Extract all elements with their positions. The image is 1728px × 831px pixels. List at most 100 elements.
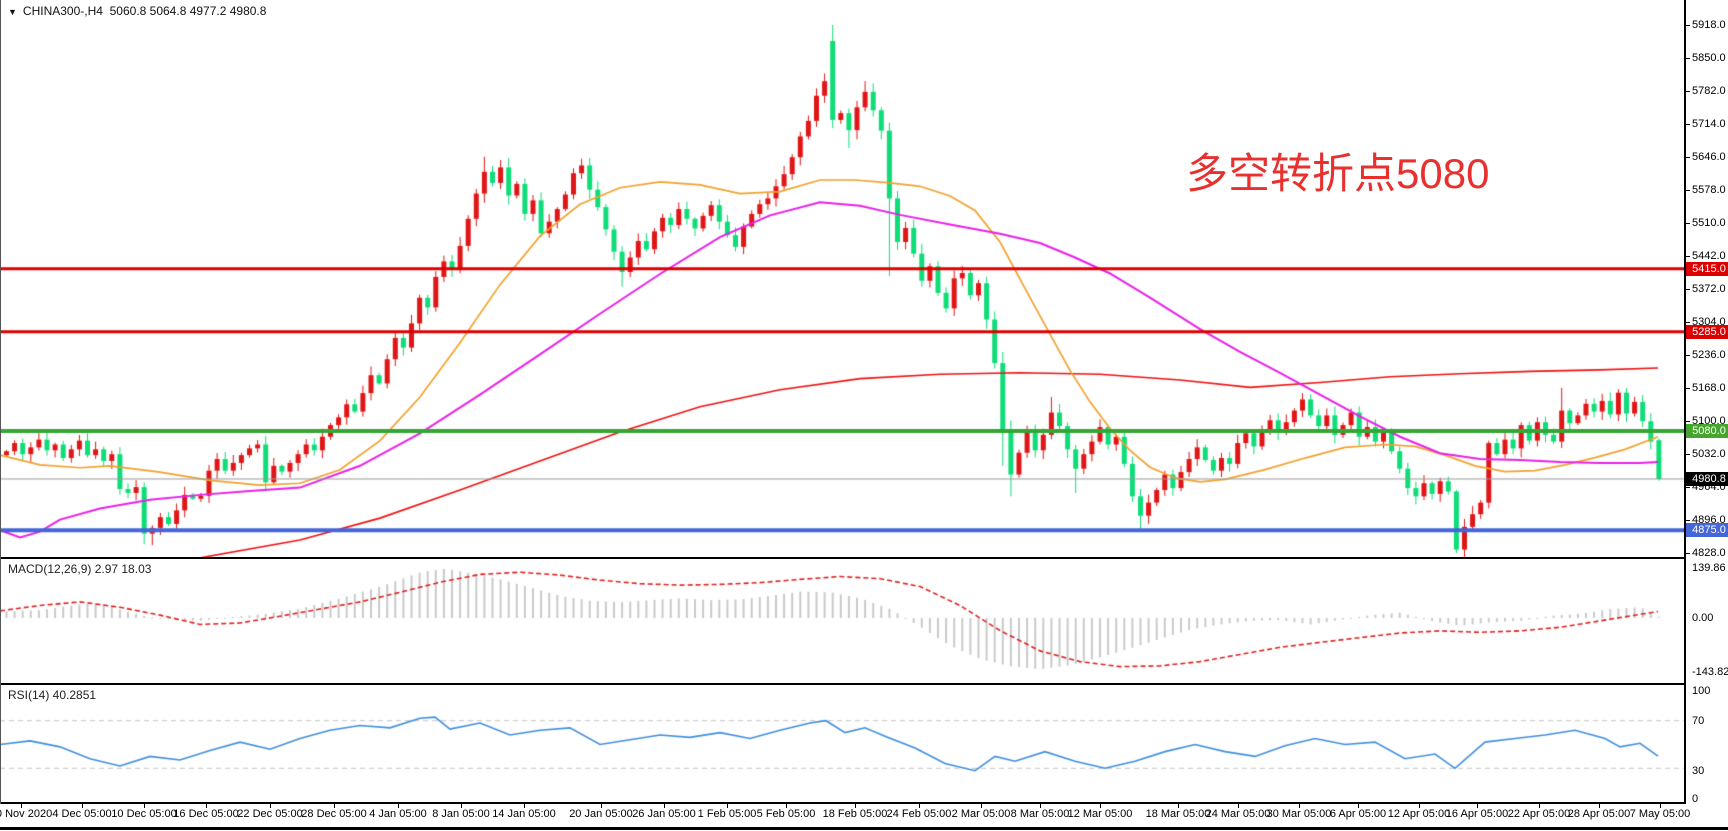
price-tick-mark xyxy=(1684,388,1690,390)
date-tick-mark xyxy=(270,804,271,808)
price-tick-label: 5578.0 xyxy=(1692,183,1726,196)
price-tag: 4980.8 xyxy=(1686,471,1728,486)
price-tick-mark xyxy=(1684,421,1690,423)
date-label: 20 Jan 05:00 xyxy=(569,808,633,820)
window-left-border xyxy=(0,0,1,804)
price-tag: 5415.0 xyxy=(1686,261,1728,276)
date-tick-mark xyxy=(1419,804,1420,808)
panel-divider[interactable] xyxy=(0,683,1686,685)
rsi-indicator-label: RSI(14) 40.2851 xyxy=(8,688,97,702)
date-tick-mark xyxy=(144,804,145,808)
date-tick-mark xyxy=(664,804,665,808)
price-tick-label: 5236.0 xyxy=(1692,349,1726,362)
date-label: 10 Dec 05:00 xyxy=(111,808,177,820)
price-tick-label: 5168.0 xyxy=(1692,382,1726,395)
date-tick-mark xyxy=(1599,804,1600,808)
macd-panel-canvas[interactable] xyxy=(0,559,1686,683)
date-tick-mark xyxy=(1477,804,1478,808)
date-tick-mark xyxy=(981,804,982,808)
date-tick-mark xyxy=(206,804,207,808)
price-tick-mark xyxy=(1684,255,1690,257)
date-label: 1 Feb 05:00 xyxy=(697,808,757,820)
date-label: 30 Mar 05:00 xyxy=(1266,808,1332,820)
price-tick-mark xyxy=(1684,322,1690,324)
date-tick-mark xyxy=(601,804,602,808)
price-tick-mark xyxy=(1684,57,1690,59)
rsi-panel-canvas[interactable] xyxy=(0,685,1686,802)
main-chart-canvas[interactable] xyxy=(0,0,1686,557)
date-tick-mark xyxy=(1660,804,1661,808)
price-tag: 5080.0 xyxy=(1686,423,1728,438)
price-tick-label: 5782.0 xyxy=(1692,84,1726,97)
date-label: 12 Mar 05:00 xyxy=(1067,808,1133,820)
date-tick-mark xyxy=(524,804,525,808)
price-tag: 5285.0 xyxy=(1686,324,1728,339)
price-tick-label: 4828.0 xyxy=(1692,547,1726,559)
annotation-text: 多空转折点5080 xyxy=(1186,150,1490,197)
price-tick-mark xyxy=(1684,289,1690,291)
price-tick-mark xyxy=(1684,123,1690,125)
date-tick-mark xyxy=(919,804,920,808)
price-axis-divider xyxy=(1684,0,1686,804)
price-tick-label: 5646.0 xyxy=(1692,150,1726,163)
price-tick-label: 5032.0 xyxy=(1692,448,1726,461)
date-label: 6 Apr 05:00 xyxy=(1329,808,1387,820)
rsi-tick-label: 0 xyxy=(1692,793,1699,805)
date-tick-mark xyxy=(1299,804,1300,808)
panel-divider[interactable] xyxy=(0,557,1686,559)
price-tick-mark xyxy=(1684,487,1690,489)
rsi-tick-label: 100 xyxy=(1692,685,1711,697)
price-tick-mark xyxy=(1684,189,1690,191)
date-label: 8 Jan 05:00 xyxy=(432,808,490,820)
price-tag: 4875.0 xyxy=(1686,523,1728,538)
price-tick-label: 5714.0 xyxy=(1692,117,1726,130)
chart-title: ▼ CHINA300-,H4 5060.8 5064.8 4977.2 4980.… xyxy=(8,4,266,18)
rsi-tick-label: 70 xyxy=(1692,715,1705,727)
date-label: 28 Apr 05:00 xyxy=(1567,808,1631,820)
date-tick-mark xyxy=(1539,804,1540,808)
date-label: 8 Mar 05:00 xyxy=(1010,808,1070,820)
date-label: 7 May 05:00 xyxy=(1629,808,1691,820)
price-tick-label: 5510.0 xyxy=(1692,216,1726,229)
date-label: 16 Apr 05:00 xyxy=(1445,808,1509,820)
price-tick-mark xyxy=(1684,553,1690,554)
date-label: 22 Apr 05:00 xyxy=(1507,808,1571,820)
panel-divider xyxy=(0,802,1686,804)
price-tick-label: 5918.0 xyxy=(1692,19,1726,31)
date-label: 18 Feb 05:00 xyxy=(822,808,888,820)
chevron-down-icon[interactable]: ▼ xyxy=(8,7,17,17)
rsi-tick-label: 30 xyxy=(1692,765,1705,777)
date-tick-mark xyxy=(1358,804,1359,808)
macd-tick-label: -143.82 xyxy=(1692,666,1728,678)
date-label: 16 Dec 05:00 xyxy=(173,808,239,820)
price-tick-label: 5442.0 xyxy=(1692,249,1726,262)
date-label: 5 Feb 05:00 xyxy=(756,808,816,820)
date-label: 24 Mar 05:00 xyxy=(1205,808,1271,820)
price-tick-label: 5372.0 xyxy=(1692,283,1726,296)
symbol-period-label: CHINA300-,H4 xyxy=(22,4,103,18)
price-tick-mark xyxy=(1684,222,1690,224)
date-tick-mark xyxy=(461,804,462,808)
date-label: 30 Nov 2020 xyxy=(0,808,53,820)
date-label: 22 Dec 05:00 xyxy=(237,808,303,820)
price-tick-mark xyxy=(1684,90,1690,92)
date-tick-mark xyxy=(21,804,22,808)
date-tick-mark xyxy=(1040,804,1041,808)
date-label: 2 Mar 05:00 xyxy=(951,808,1011,820)
date-label: 26 Jan 05:00 xyxy=(632,808,696,820)
price-tick-label: 5850.0 xyxy=(1692,51,1726,64)
date-tick-mark xyxy=(398,804,399,808)
date-label: 4 Dec 05:00 xyxy=(52,808,112,820)
price-tick-mark xyxy=(1684,156,1690,158)
price-tick-mark xyxy=(1684,520,1690,522)
macd-tick-label: 139.86 xyxy=(1692,562,1726,574)
date-tick-mark xyxy=(1100,804,1101,808)
ohlc-values: 5060.8 5064.8 4977.2 4980.8 xyxy=(109,4,267,18)
date-tick-mark xyxy=(1178,804,1179,808)
date-tick-mark xyxy=(855,804,856,808)
date-tick-mark xyxy=(1238,804,1239,808)
price-tick-label: 4896.0 xyxy=(1692,514,1726,527)
date-tick-mark xyxy=(334,804,335,808)
date-label: 28 Dec 05:00 xyxy=(301,808,367,820)
